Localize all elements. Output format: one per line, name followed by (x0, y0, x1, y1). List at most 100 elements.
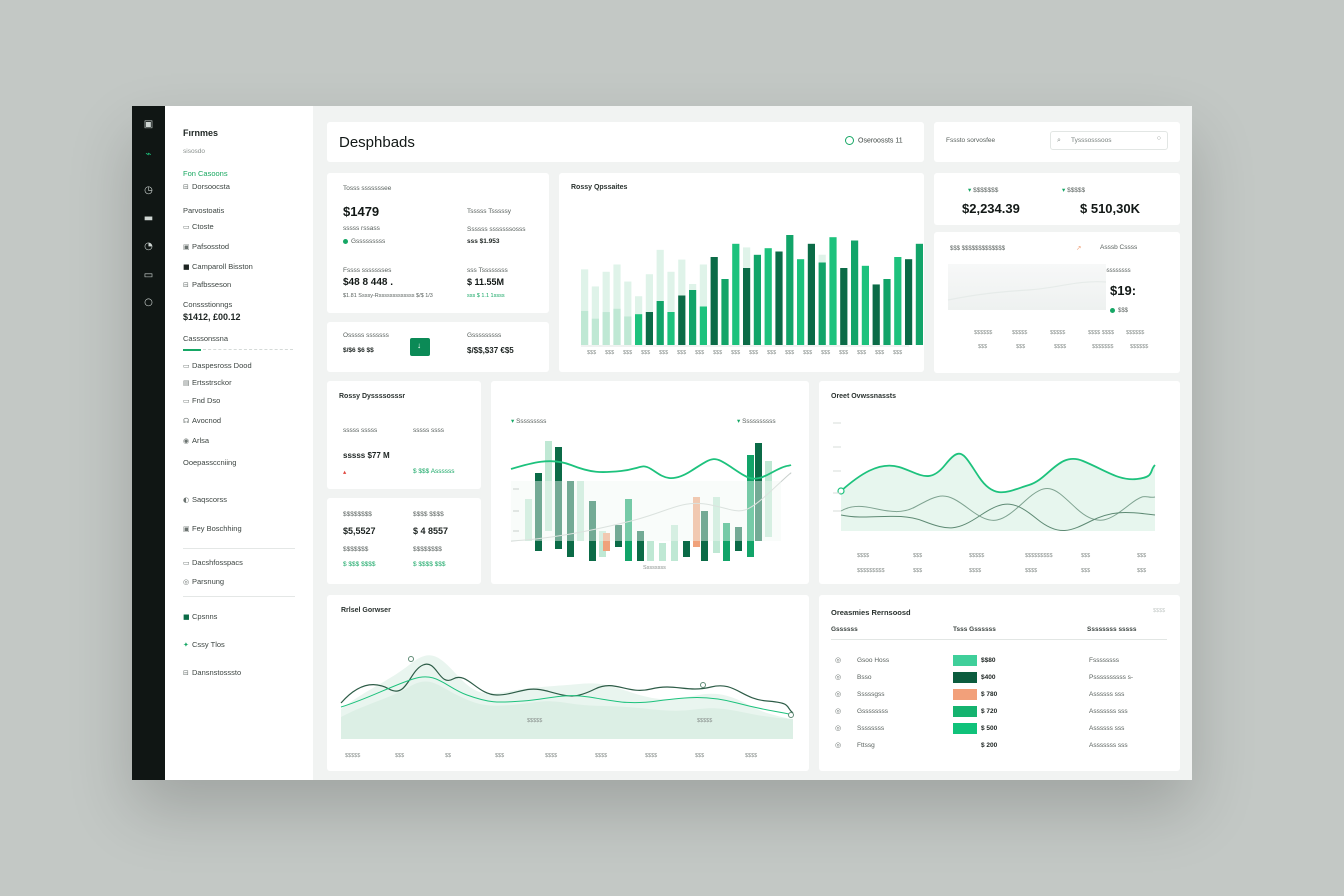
bar (689, 290, 697, 345)
kpi-label: Osssss sssssss (343, 332, 389, 339)
x-axis-tick: $$$ (395, 753, 405, 759)
kpi-sub-text: Gsssssssss (351, 238, 386, 245)
sidebar-item-active[interactable]: Fon Casoons (183, 169, 228, 178)
table-row[interactable]: ◎ Ssssssss $ 500 Assssss sss (819, 723, 1180, 737)
bar (743, 268, 751, 345)
row-status: Pssssssssss s- (1089, 674, 1134, 681)
candle-bar (647, 541, 654, 561)
metric-label: sssss ssss (413, 427, 445, 434)
bar (851, 240, 859, 345)
metric-label: $$$$$$$ (343, 546, 369, 553)
sidebar-item-label: Fon Casoons (183, 169, 228, 178)
pulse-icon[interactable]: ⌁ (145, 149, 152, 160)
sidebar-item[interactable]: ⊟ Dansnstosssto (183, 668, 241, 677)
table-row[interactable]: ◎ Sssssgss $ 780 Assssss sss (819, 689, 1180, 703)
area-chart-card: Rrlsel Gorwser $$$$$ $$$$$ $$$$$ $$$ $$ $$$… (327, 595, 809, 771)
sidebar-item[interactable]: ☊ Avocnod (183, 416, 221, 425)
x-axis-tick: $$$ (713, 350, 723, 356)
x-axis-tick: $$$$$$ (1126, 330, 1145, 336)
row-name: Bsso (857, 674, 872, 681)
sidebar-item[interactable]: ■ Camparoll Bisston (183, 262, 253, 271)
x-axis-tick: $$$ (857, 350, 867, 356)
row-icon: ◎ (835, 707, 842, 715)
sidebar-item-label: Arlsa (192, 436, 210, 445)
metric-label: $$$$ $$$$ (413, 511, 444, 518)
balance-label-text: $$$$$$$ (973, 187, 999, 194)
candle-bar (755, 443, 762, 541)
sidebar-item[interactable]: ⊟ Dorsoocsta (183, 182, 230, 191)
divider (183, 596, 295, 597)
table-row[interactable]: ◎ Bsso $400 Pssssssssss s- (819, 672, 1180, 686)
sidebar-item[interactable]: ◉ Arlsa (183, 436, 209, 445)
sidebar-item-label: Fnd Dso (192, 396, 221, 405)
sidebar-item[interactable]: ▭ Fnd Dso (183, 396, 220, 405)
x-axis-tick: $$ (445, 753, 452, 759)
bar (807, 243, 815, 345)
balance-value: $2,234.39 (962, 201, 1020, 216)
sidebar-item[interactable]: ▭ Daspesross Dood (183, 361, 252, 370)
window-icon[interactable]: ▣ (143, 119, 154, 130)
row-value: $400 (981, 674, 996, 681)
sidebar-section-label: Ooepassccniing (183, 458, 237, 467)
x-axis-tick: $$$ (913, 553, 923, 559)
row-value: $$80 (981, 657, 996, 664)
x-axis-tick: $$$ (978, 344, 988, 350)
table-row[interactable]: ◎ Gsoo Hoss $$80 Fssssssss (819, 655, 1180, 669)
bar-chart (581, 235, 923, 347)
page-title: Desphbads (339, 134, 415, 151)
candle-bar (723, 523, 730, 561)
sidebar-item[interactable]: ▤ Ertsstrsckor (183, 378, 232, 387)
sidebar-item[interactable]: ■ Cpsnns (183, 612, 217, 621)
status-indicator[interactable]: Oseroossts 11 (845, 136, 903, 145)
column-header[interactable]: Ssssssss sssss (1087, 626, 1137, 633)
kpi-value: $1479 (343, 204, 380, 219)
sidebar-item[interactable]: ⊟ Pafbsseson (183, 280, 231, 289)
trend-value: $19: (1110, 283, 1137, 298)
trend-line (510, 458, 792, 480)
sidebar-item[interactable]: ✦ Cssy Tlos (183, 640, 225, 649)
row-name: Ssssssss (857, 725, 885, 732)
search-input[interactable]: ⌕ Tysssosssoos ○ (1050, 131, 1168, 150)
chart-annotation: $$$$$ (697, 718, 713, 724)
balance-card: ▾ $$$$$$$ $2,234.39 ▾ $$$$$ $ 510,30K (934, 173, 1180, 225)
column-header[interactable]: Gssssss (831, 626, 858, 633)
metric-value: $ $$$$ $$$ (413, 561, 446, 568)
sidebar-item-label: Dacshfosspacs (192, 558, 243, 567)
candle-bar (567, 481, 574, 557)
kpi-value: $ 11.55M (467, 277, 505, 287)
table-row[interactable]: ◎ Fttssg $ 200 Asssssss sss (819, 740, 1180, 754)
sidebar-item[interactable]: ◎ Parsnung (183, 577, 224, 586)
list-icon: ⊟ (183, 183, 189, 191)
grid-icon: ▣ (183, 525, 190, 533)
sidebar-item[interactable]: ▭ Dacshfosspacs (183, 558, 243, 567)
gauge-icon[interactable]: ◔ (144, 241, 153, 252)
sidebar-subtitle: sisosdo (183, 148, 206, 155)
kpi-sub: sss $ 1.1 1ssss (467, 293, 505, 299)
x-axis-tick: $$$$ (1054, 344, 1067, 350)
sidebar-item[interactable]: ◐ Saqscorss (183, 495, 227, 504)
circle-icon[interactable]: ○ (144, 297, 153, 308)
filter-icon[interactable]: ○ (1156, 135, 1161, 142)
bar (602, 312, 610, 345)
sidebar-item[interactable]: ▭ Ctoste (183, 222, 214, 231)
sidebar-item[interactable]: ▣ Fey Boschhing (183, 524, 242, 533)
bar (721, 279, 729, 345)
x-axis-tick: $$$ (605, 350, 615, 356)
box-icon[interactable]: ▭ (143, 270, 154, 281)
x-axis-tick: $$$ (695, 753, 705, 759)
clock-icon[interactable]: ◷ (144, 185, 153, 196)
card-icon[interactable]: ▬ (143, 213, 154, 224)
metric-value: $5,5527 (343, 526, 376, 536)
sidebar-item[interactable]: ▣ Pafsosstod (183, 242, 229, 251)
kpi-label: sss Tssssssss (467, 267, 508, 274)
row-status: Asssssss sss (1089, 708, 1128, 715)
x-axis-tick: $$$$$ (1050, 330, 1066, 336)
bar (645, 312, 653, 345)
x-axis-tick: $$$ (875, 350, 885, 356)
table-row[interactable]: ◎ Gssssssss $ 720 Asssssss sss (819, 706, 1180, 720)
x-axis-tick: $$$$ (745, 753, 758, 759)
trend-label: Asssb Cssss (1100, 244, 1138, 251)
color-swatch (953, 706, 977, 717)
column-header[interactable]: Tsss Gssssss (953, 626, 996, 633)
divider (831, 639, 1167, 640)
